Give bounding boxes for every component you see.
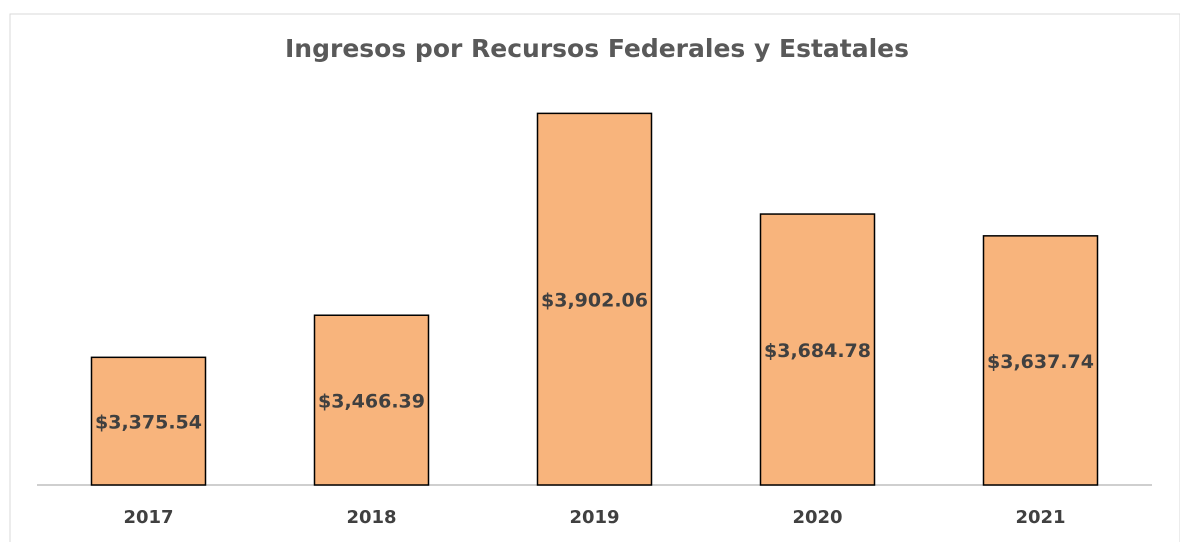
x-tick-label: 2020	[792, 507, 842, 528]
x-tick-label: 2017	[123, 507, 173, 528]
chart-frame	[9, 13, 1180, 542]
bar	[759, 213, 876, 486]
data-label: $3,466.39	[318, 391, 425, 413]
chart-title: Ingresos por Recursos Federales y Estata…	[285, 34, 909, 63]
x-tick-label: 2019	[569, 507, 619, 528]
data-label: $3,902.06	[541, 290, 648, 312]
bar	[536, 112, 653, 486]
x-tick-label: 2021	[1015, 507, 1065, 528]
bar	[313, 314, 430, 486]
x-tick-label: 2018	[346, 507, 396, 528]
data-label: $3,684.78	[764, 340, 871, 362]
bar	[90, 356, 207, 486]
data-label: $3,375.54	[95, 412, 202, 434]
data-label: $3,637.74	[987, 351, 1094, 373]
bar	[982, 235, 1099, 486]
